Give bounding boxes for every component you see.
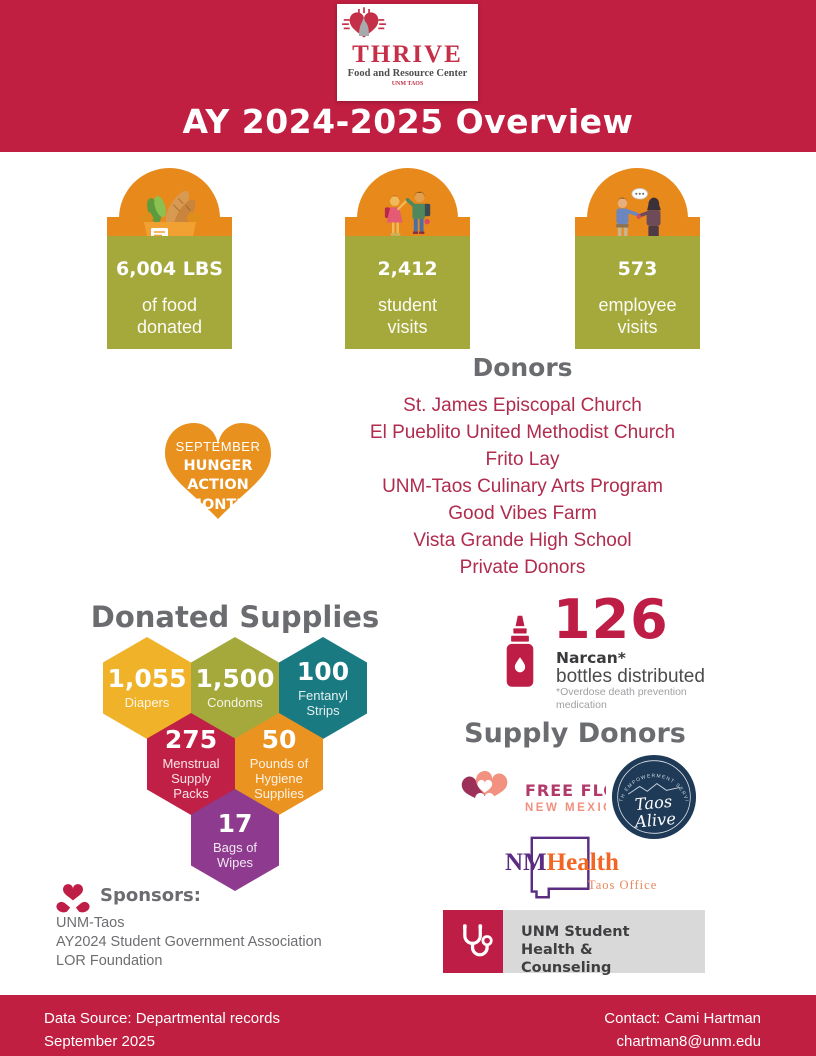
footer-date: September 2025	[44, 1033, 155, 1050]
narcan-bottle-icon	[503, 605, 537, 699]
heart-line: ACTION	[187, 477, 249, 493]
taos-alive-script-top: Taos	[634, 792, 673, 814]
supply-donors-title: Supply Donors	[464, 718, 686, 749]
hex-label: Fentanyl Strips	[298, 687, 348, 718]
nmhealth-office: Taos Office	[588, 878, 658, 892]
heart-line: SEPTEMBER	[175, 439, 261, 454]
hunger-action-month-badge: SEPTEMBER HUNGER ACTION MONTH	[152, 405, 284, 547]
hex-label: Pounds of Hygiene Supplies	[249, 756, 309, 801]
donor-item: Vista Grande High School	[413, 530, 632, 551]
nmhealth-nm: NM	[505, 849, 547, 876]
narcan-name: Narcan*	[556, 649, 626, 667]
taos-alive-script-bottom: Alive	[632, 809, 676, 832]
stat-value: 6,004 LBS	[116, 258, 223, 280]
logo-title: THRIVE	[352, 41, 463, 68]
hex-label: Condoms	[207, 695, 263, 710]
hex-value: 100	[296, 656, 350, 686]
stat-value: 573	[617, 258, 658, 280]
sponsors-list: UNM-Taos AY2024 Student Government Assoc…	[56, 914, 322, 971]
stat-label: student visits	[377, 295, 438, 337]
donor-item: St. James Episcopal Church	[403, 395, 642, 416]
footer-contact: Contact: Cami Hartman	[604, 1010, 761, 1027]
stat-card-students: 2,412 student visits	[345, 168, 470, 349]
footer-email: chartman8@unm.edu	[616, 1033, 761, 1050]
students-illustration-icon	[345, 182, 470, 250]
page-title: AY 2024-2025 Overview	[182, 102, 634, 141]
donor-item: Good Vibes Farm	[448, 503, 597, 524]
logo-brand: UNM TAOS	[391, 81, 424, 87]
hex-label: Diapers	[124, 695, 170, 710]
sponsors-title: Sponsors:	[100, 885, 201, 906]
nm-health-logo: NMHealth Taos Office	[500, 833, 670, 905]
heart-icon	[165, 423, 271, 519]
hex-value: 1,500	[195, 664, 275, 693]
freeflow-heart-icon	[459, 769, 509, 810]
footer: Data Source: Departmental records Septem…	[0, 995, 816, 1056]
nmhealth-health: Health	[546, 849, 619, 876]
sponsor-item: LOR Foundation	[56, 953, 163, 969]
hex-value: 1,055	[107, 664, 187, 693]
donor-item: Frito Lay	[485, 449, 560, 470]
thrive-logo: THRIVE Food and Resource Center UNM TAOS	[337, 4, 478, 101]
stat-value: 2,412	[377, 258, 438, 280]
unm-student-health-logo: UNM Student Health & Counseling	[443, 910, 705, 976]
logo-tagline: Food and Resource Center	[347, 68, 468, 79]
hex-label: Bags of Wipes	[212, 839, 258, 870]
hex-label: Menstrual Supply Packs	[162, 756, 220, 801]
stat-card-employees: 573 employee visits	[575, 168, 700, 349]
heart-line: MONTH	[187, 496, 249, 513]
donor-item: Private Donors	[459, 557, 586, 578]
unm-health-label: UNM Student Health & Counseling	[521, 924, 630, 976]
sponsor-item: UNM-Taos	[56, 915, 125, 931]
heart-line: HUNGER	[183, 457, 253, 474]
narcan-footnote: *Overdose death prevention medication	[556, 686, 687, 711]
narcan-label: bottles distributed	[556, 666, 705, 687]
taos-alive-logo: YOUTH EMPOWERMENT SERVICES Taos Alive	[606, 750, 701, 844]
freeflow-subname: NEW MEXICO	[525, 802, 626, 814]
stat-label: employee visits	[598, 295, 677, 337]
zia-wolf-emblem-icon	[342, 7, 386, 38]
donors-section: Donors St. James Episcopal Church El Pue…	[330, 353, 715, 581]
header-band: THRIVE Food and Resource Center UNM TAOS…	[0, 0, 816, 152]
new-mexico-state-icon	[530, 836, 590, 899]
sponsor-item: AY2024 Student Government Association	[56, 934, 322, 950]
donors-title: Donors	[472, 353, 573, 382]
stat-label: of food donated	[136, 295, 203, 337]
donor-item: UNM-Taos Culinary Arts Program	[382, 476, 663, 497]
hex-value: 50	[261, 725, 297, 754]
donated-supplies-title: Donated Supplies	[90, 600, 380, 634]
stethoscope-icon	[463, 923, 493, 956]
hex-value: 275	[164, 725, 218, 754]
donor-item: El Pueblito United Methodist Church	[369, 422, 676, 443]
footer-data-source: Data Source: Departmental records	[44, 1010, 280, 1027]
hands-heart-icon	[54, 878, 92, 916]
hex-value: 17	[217, 808, 253, 838]
stat-card-food: 6,004 LBS of food donated	[107, 168, 232, 349]
employees-illustration-icon	[575, 182, 700, 250]
narcan-count: 126	[553, 588, 669, 651]
